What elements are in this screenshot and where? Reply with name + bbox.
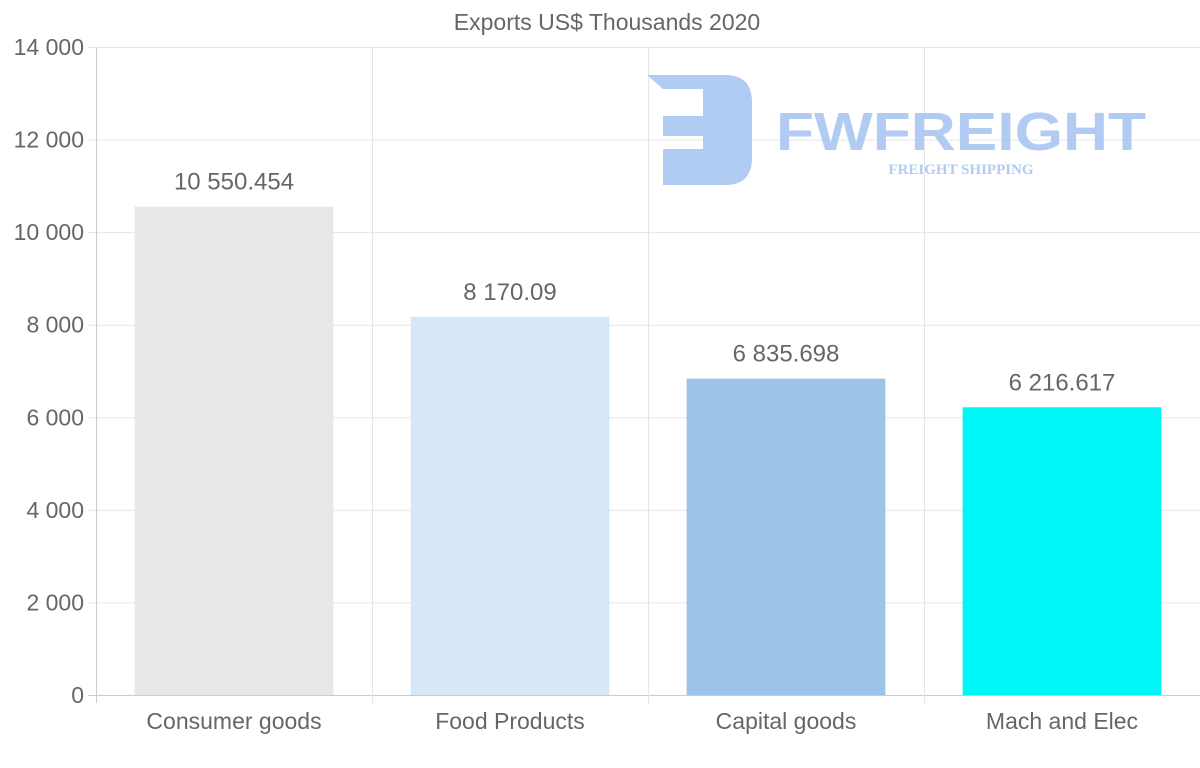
data-label: 8 170.09	[463, 279, 556, 306]
y-tick-label: 12 000	[14, 127, 84, 153]
bar	[962, 407, 1162, 695]
chart-title: Exports US$ Thousands 2020	[454, 9, 760, 35]
x-tick-label: Food Products	[435, 708, 585, 734]
y-tick-label: 2 000	[26, 589, 84, 615]
bars	[134, 206, 1162, 695]
grid: 0 2 000 4 000 6 000 8 000 10 000 12 000 14 000	[14, 34, 1200, 708]
y-tick-label: 10 000	[14, 219, 84, 245]
bar	[686, 378, 886, 695]
logo-brand-text: FWFREIGHT	[776, 102, 1146, 162]
logo-tagline-text: FREIGHT SHIPPING	[888, 162, 1033, 178]
fwfreight-logo-watermark: FWFREIGHT FREIGHT SHIPPING	[647, 75, 1146, 185]
data-label: 6 835.698	[733, 341, 840, 368]
data-label: 6 216.617	[1009, 369, 1116, 396]
y-tick-label: 14 000	[14, 34, 84, 60]
bar	[410, 316, 610, 695]
y-tick-label: 4 000	[26, 497, 84, 523]
x-tick-label: Mach and Elec	[986, 708, 1138, 734]
bar	[134, 206, 334, 695]
labels: 10 550.454 Consumer goods 8 170.09 Food Pro…	[146, 169, 1138, 734]
x-tick-label: Capital goods	[716, 708, 857, 734]
y-tick-label: 8 000	[26, 312, 84, 338]
data-label: 10 550.454	[174, 169, 294, 196]
logo-mark-icon	[647, 75, 752, 185]
y-tick-label: 6 000	[26, 404, 84, 430]
x-tick-label: Consumer goods	[146, 708, 321, 734]
y-tick-label: 0	[71, 682, 84, 708]
